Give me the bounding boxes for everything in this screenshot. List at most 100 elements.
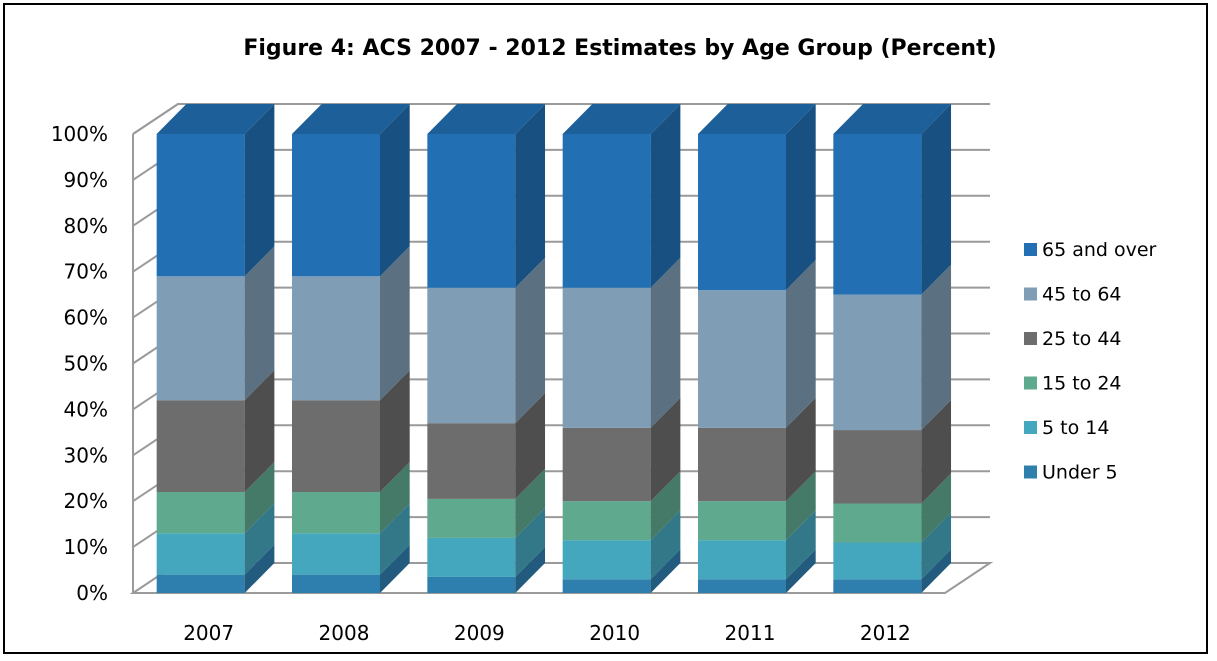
bar-stack-2008 [292, 104, 410, 593]
bar-segment-65-and-over [562, 104, 681, 288]
bar-top-face [698, 104, 816, 134]
bar-segment-45-to-64 [562, 257, 681, 428]
bar-segment-45-to-64 [427, 257, 546, 424]
bar-side-face [786, 471, 816, 541]
bar-front-face [427, 423, 516, 499]
y-tick-label: 50% [64, 352, 108, 376]
legend-label: 25 to 44 [1042, 328, 1122, 350]
bar-side-face [380, 104, 410, 277]
bar-front-face [427, 134, 516, 288]
legend-item: Under 5 [1024, 462, 1118, 484]
legend-swatch [1024, 287, 1037, 301]
bar-front-face [562, 427, 651, 502]
bar-segment-65-and-over [698, 104, 816, 291]
bar-top-face [562, 104, 681, 134]
bar-top-face [292, 104, 410, 134]
bar-side-face [650, 510, 681, 580]
legend-label: 45 to 64 [1042, 284, 1122, 306]
bar-front-face [156, 134, 245, 277]
bar-side-face [650, 471, 681, 541]
bar-stack-2012 [833, 104, 952, 593]
legend-label: Under 5 [1042, 462, 1118, 484]
legend-swatch [1024, 332, 1037, 345]
bar-front-face [698, 134, 786, 291]
bar-segment-under-5 [156, 544, 275, 593]
bar-front-face [698, 290, 786, 428]
bar-segment-15-to-24 [562, 471, 681, 541]
bar-segment-45-to-64 [156, 246, 275, 401]
bar-front-face [698, 540, 786, 580]
bar-stack-2011 [698, 104, 816, 593]
bar-front-face [156, 492, 245, 534]
bar-front-face [292, 492, 380, 534]
legend-label: 15 to 24 [1042, 373, 1122, 395]
x-tick-label: 2011 [725, 621, 776, 645]
y-tick-label: 0% [76, 581, 108, 605]
y-tick-label: 30% [64, 443, 108, 467]
bar-front-face [292, 134, 380, 277]
bar-segment-under-5 [562, 549, 681, 593]
y-tick-label: 90% [64, 168, 108, 192]
bar-side-face [650, 257, 681, 428]
bar-front-face [427, 287, 516, 424]
x-tick-label: 2007 [183, 621, 234, 645]
bar-segment-65-and-over [292, 104, 410, 277]
bar-segment-15-to-24 [427, 468, 546, 538]
bar-front-face [698, 501, 786, 541]
bar-stacks [156, 104, 952, 593]
bar-side-face [921, 512, 952, 580]
legend-item: 45 to 64 [1024, 284, 1122, 306]
bar-segment-15-to-24 [156, 462, 275, 534]
bar-segment-25-to-44 [292, 370, 410, 493]
bar-side-face [650, 549, 681, 593]
bar-side-face [244, 462, 275, 534]
bar-side-face [380, 503, 410, 575]
bar-front-face [833, 542, 922, 580]
y-tick-label: 40% [64, 397, 108, 421]
bar-segment-65-and-over [156, 104, 275, 277]
gridline [132, 103, 990, 135]
bar-side-face [515, 104, 546, 288]
bar-segment-5-to-14 [698, 510, 816, 580]
y-tick-label: 70% [64, 260, 108, 284]
y-tick-label: 60% [64, 306, 108, 330]
x-tick-label: 2009 [454, 621, 505, 645]
bar-front-face [156, 574, 245, 593]
bar-segment-15-to-24 [833, 473, 952, 543]
bar-segment-5-to-14 [427, 507, 546, 577]
bar-side-face [921, 400, 952, 504]
bar-side-face [244, 370, 275, 493]
bar-segment-45-to-64 [698, 260, 816, 428]
bar-side-face [380, 544, 410, 593]
bar-side-face [786, 104, 816, 291]
bar-segment-5-to-14 [156, 503, 275, 575]
legend-item: 65 and over [1024, 239, 1157, 261]
bar-front-face [156, 276, 245, 401]
bar-segment-25-to-44 [427, 393, 546, 499]
bar-front-face [292, 276, 380, 401]
bar-stack-2007 [156, 104, 275, 593]
bar-top-face [156, 104, 275, 134]
bar-side-face [244, 104, 275, 277]
bar-front-face [833, 134, 922, 295]
bar-segment-under-5 [292, 544, 410, 593]
bar-front-face [562, 501, 651, 541]
bar-front-face [562, 540, 651, 580]
y-axis-ticks: 0% 10% 20% 30% 40% 50% 60% 70% 80% 90% 100% [51, 122, 108, 605]
bar-side-face [921, 549, 952, 593]
bar-side-face [380, 370, 410, 493]
bar-front-face [833, 430, 922, 504]
bar-front-face [427, 576, 516, 593]
bar-side-face [380, 246, 410, 401]
bar-front-face [833, 294, 922, 431]
bar-stack-2009 [427, 104, 546, 593]
x-tick-label: 2010 [589, 621, 640, 645]
bar-side-face [244, 246, 275, 401]
bar-side-face [786, 397, 816, 502]
bar-front-face [698, 579, 786, 593]
bar-segment-65-and-over [833, 104, 952, 295]
bar-segment-25-to-44 [698, 397, 816, 502]
bar-segment-45-to-64 [833, 264, 952, 431]
bar-side-face [786, 260, 816, 428]
